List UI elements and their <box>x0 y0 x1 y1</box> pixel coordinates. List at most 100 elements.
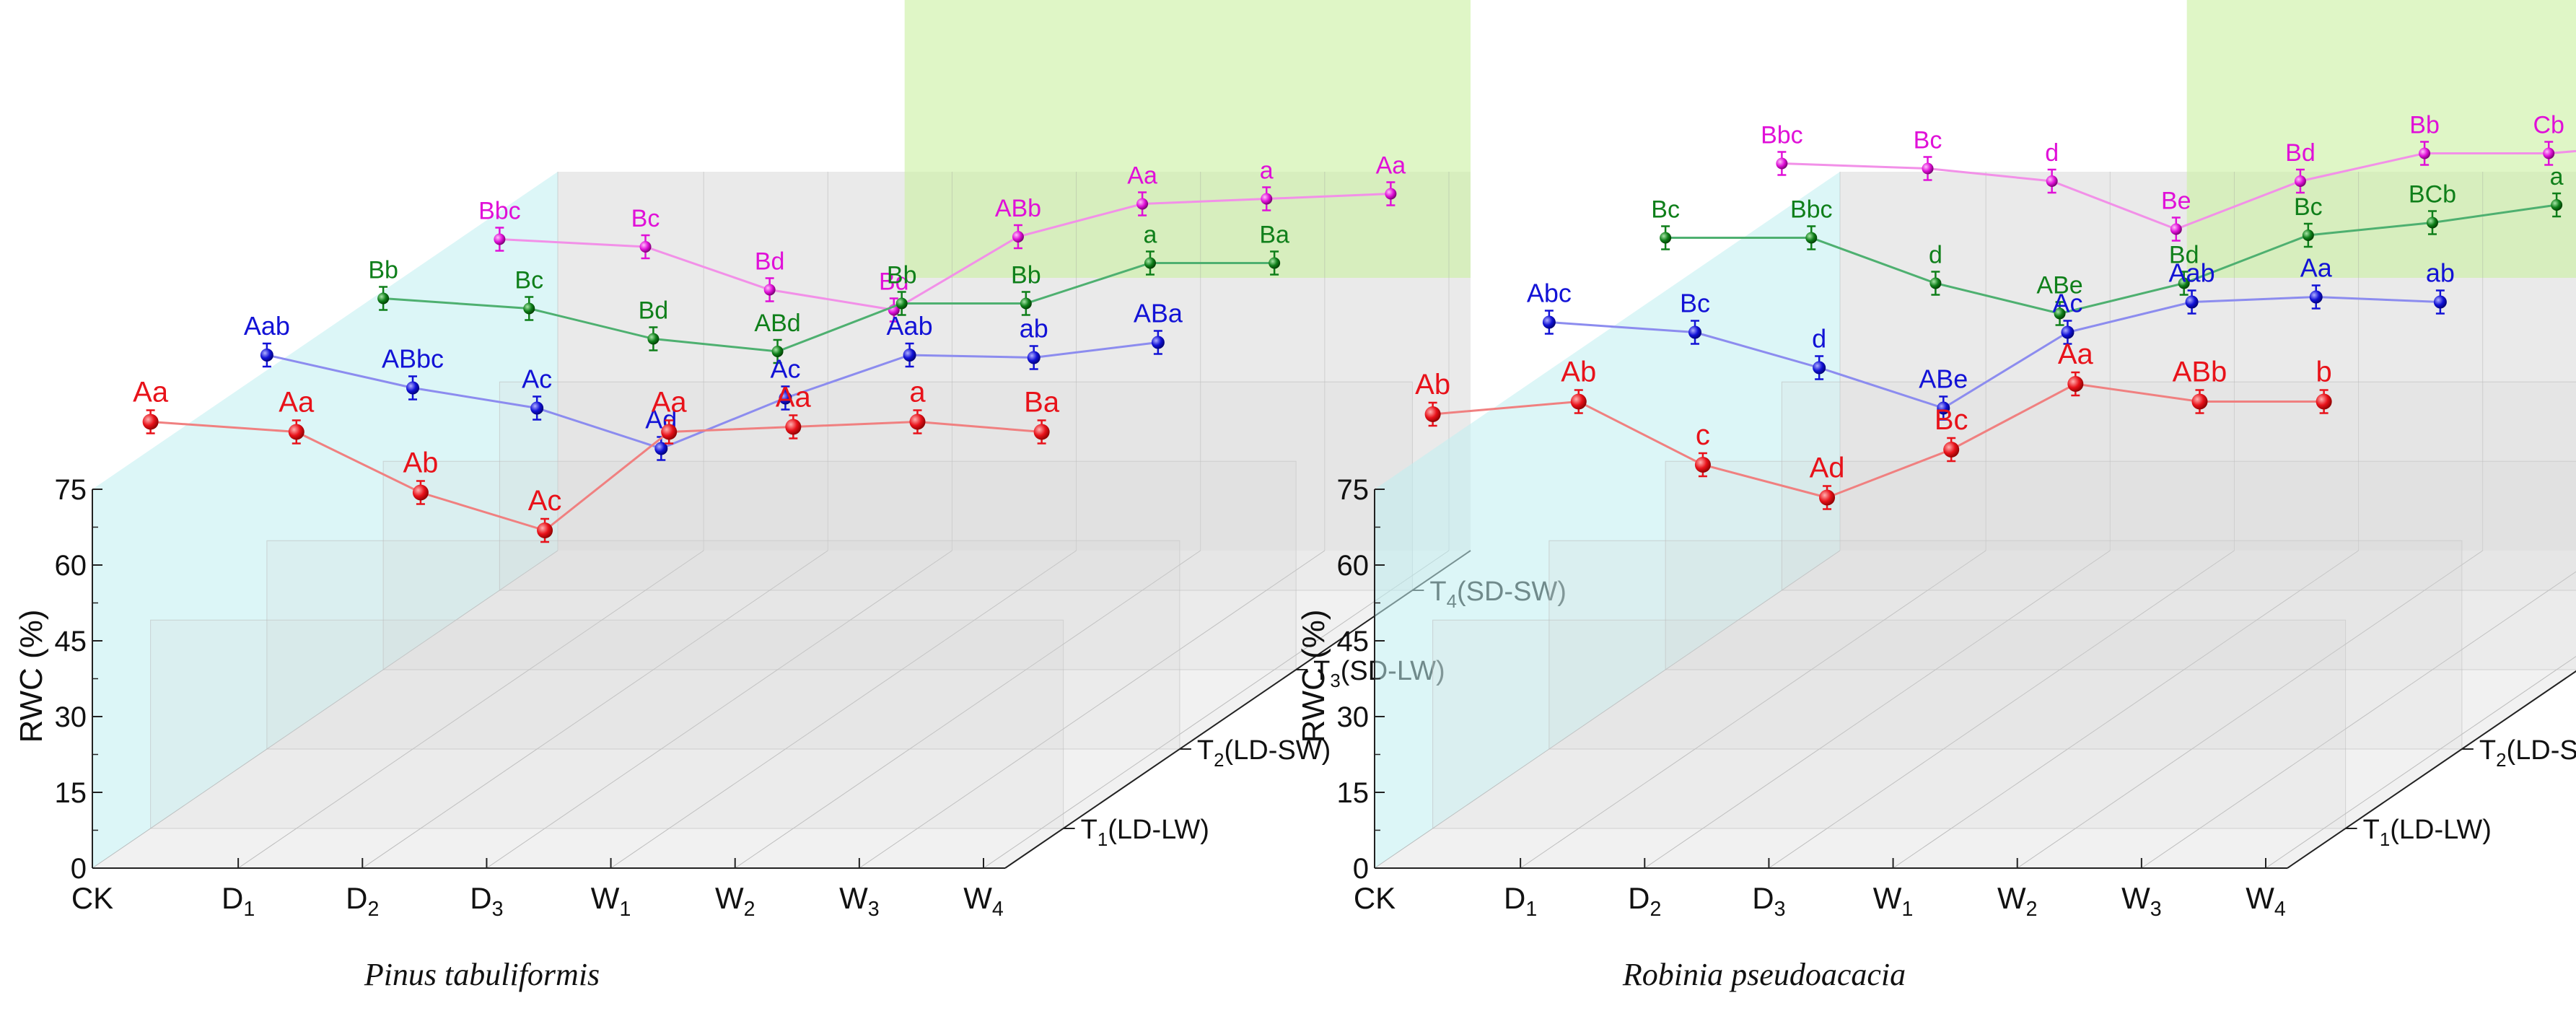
data-point <box>2551 199 2563 211</box>
x-tick-label: CK <box>1354 881 1396 915</box>
floor-grid-line <box>983 550 1450 869</box>
significance-label: Aa <box>2300 253 2333 283</box>
significance-label: Bd <box>639 297 669 325</box>
significance-label: Aa <box>776 382 812 413</box>
data-point <box>1027 351 1041 364</box>
x-tick-label: W4 <box>2246 881 2286 921</box>
series-4: Bbc Bc Bd Bd ABb Aa a Aa <box>478 152 1406 323</box>
data-point <box>661 424 678 440</box>
significance-label: Bd <box>2169 242 2199 269</box>
significance-label: Bc <box>1651 196 1680 224</box>
data-point <box>639 241 652 253</box>
floor-grid-line <box>362 550 828 869</box>
x-tick-label: D1 <box>1504 881 1537 921</box>
series-3: Bc Bbc d ABe Bd Bc BCb a <box>1651 163 2564 326</box>
significance-label: Bc <box>631 205 660 232</box>
x-tick-label: W4 <box>963 881 1004 921</box>
significance-label: Be <box>2161 188 2191 215</box>
chart-robinia-pseudoacacia: 0 15 30 45 60 75 RWC (%) CK D1 D2 D3 W1 W2 W3 W4 T1(LD-… <box>1296 0 2576 992</box>
significance-label: ABd <box>754 310 800 337</box>
significance-label: Bc <box>1914 127 1942 154</box>
significance-label: Bb <box>887 262 917 289</box>
data-point <box>1688 325 1702 339</box>
floor-grid-line <box>859 550 1326 869</box>
series-line <box>266 341 1159 450</box>
data-point <box>1922 162 1934 175</box>
significance-label: ABe <box>1919 364 1968 394</box>
y-tick-label: 15 <box>55 777 87 809</box>
data-point <box>2067 376 2084 392</box>
floor-grid-line <box>1374 550 1841 869</box>
significance-label: ab <box>2426 258 2455 288</box>
y-tick-label: 30 <box>55 701 87 733</box>
significance-label: Bbc <box>1761 122 1803 149</box>
significance-label: Ac <box>522 364 552 394</box>
data-point <box>1012 231 1024 242</box>
chart-caption: Robinia pseudoacacia <box>1622 957 1906 992</box>
data-point <box>2046 175 2058 187</box>
depth-tick-label: T1(LD-LW) <box>2363 815 2492 850</box>
data-point <box>895 297 908 310</box>
data-point <box>2543 147 2555 159</box>
significance-label: ABb <box>995 195 1041 222</box>
significance-label: Aa <box>652 387 688 419</box>
significance-label: Cb <box>2533 112 2564 139</box>
data-point <box>377 292 390 305</box>
significance-label: Ba <box>1259 222 1289 249</box>
floor-grid-line <box>610 550 1077 869</box>
significance-label: ABe <box>2036 272 2082 299</box>
data-point <box>412 484 429 501</box>
significance-label: d <box>1812 324 1826 354</box>
data-point <box>1943 442 1960 458</box>
series-plane <box>1548 540 2463 750</box>
x-tick-label: W2 <box>715 881 755 921</box>
significance-label: Bc <box>514 267 543 294</box>
series-line <box>1665 203 2557 315</box>
significance-label: Ab <box>1561 356 1596 388</box>
significance-label: Bc <box>1680 289 1710 318</box>
data-point <box>1805 232 1818 244</box>
significance-label: Aab <box>244 311 290 341</box>
floor-grid-line <box>2265 656 2576 869</box>
data-point <box>1269 257 1281 269</box>
x-tick-label: D1 <box>222 881 255 921</box>
data-point <box>1424 406 1441 422</box>
series-line <box>150 420 1042 532</box>
significance-label: ab <box>1020 314 1048 343</box>
floor-grid-line <box>237 550 704 869</box>
data-point <box>1776 157 1788 170</box>
data-point <box>2178 277 2190 289</box>
floor-pane <box>1375 551 2576 868</box>
data-point <box>2302 229 2314 241</box>
significance-label: Ab <box>1415 369 1450 401</box>
data-point <box>2294 175 2306 187</box>
data-point <box>406 381 420 395</box>
significance-label: Bc <box>2294 193 2323 221</box>
data-point <box>1660 232 1672 244</box>
floor-grid-line <box>2141 571 2576 869</box>
significance-label: c <box>1696 419 1710 451</box>
significance-label: Ab <box>403 447 438 479</box>
significance-label: Ba <box>1024 387 1060 419</box>
significance-label: d <box>1929 242 1942 269</box>
significance-label: Aa <box>1376 152 1406 180</box>
significance-label: Bd <box>755 248 785 276</box>
significance-label: a <box>1144 222 1157 249</box>
y-tick-label: 0 <box>71 853 87 885</box>
series-4: Bbc Bc d Be Bd Bb Cb a <box>1761 112 2576 242</box>
data-point <box>654 442 668 455</box>
left-wall-pane <box>1375 172 1840 868</box>
floor-grid-line <box>2017 550 2483 869</box>
significance-label: Abc <box>1527 279 1572 308</box>
data-point <box>1144 257 1156 269</box>
significance-label: a <box>909 377 926 408</box>
significance-label: Bd <box>879 268 909 296</box>
significance-label: Bbc <box>1790 196 1833 224</box>
x-tick-label: D2 <box>346 881 379 921</box>
data-point <box>2426 216 2438 229</box>
y-tick-label: 60 <box>55 550 87 582</box>
series-3: Bb Bc Bd ABd Bb Bb a Ba <box>368 222 1289 364</box>
floor-grid-line <box>1769 550 2235 869</box>
